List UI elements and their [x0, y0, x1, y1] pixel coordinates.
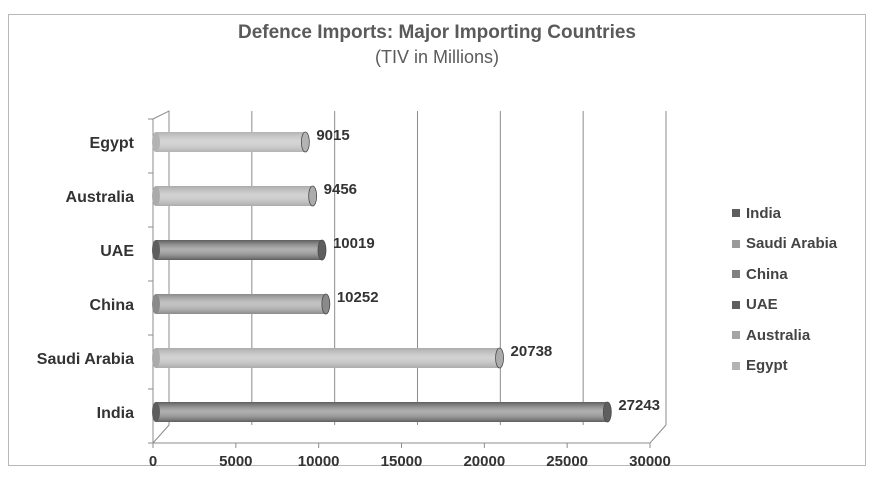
- legend-swatch: [732, 361, 740, 370]
- chart-legend: India Saudi Arabia China UAE Australia Egypt: [732, 198, 837, 381]
- bar-end-cap: [300, 131, 310, 153]
- bar-uae: [152, 239, 327, 261]
- legend-swatch: [732, 300, 740, 309]
- bar-egypt: [152, 131, 310, 153]
- bar-saudi-arabia: [152, 347, 504, 369]
- bar-end-cap: [317, 239, 327, 261]
- bar-end-cap: [602, 401, 612, 423]
- bar-end-cap: [321, 293, 331, 315]
- legend-item-saudi-arabia: Saudi Arabia: [732, 229, 837, 260]
- x-tick-label: 5000: [219, 453, 252, 470]
- x-tick-label: 20000: [463, 453, 505, 470]
- data-label-saudi-arabia: 20738: [511, 343, 553, 360]
- legend-label: UAE: [746, 296, 778, 314]
- category-label-uae: UAE: [100, 243, 134, 260]
- bar-end-cap: [308, 185, 318, 207]
- legend-item-egypt: Egypt: [732, 351, 837, 382]
- category-label-india: India: [97, 405, 134, 422]
- bar-start-cap: [152, 186, 160, 206]
- bar-shading: [156, 240, 322, 260]
- legend-swatch: [732, 239, 740, 248]
- axis-floor: [153, 424, 667, 444]
- legend-item-uae: UAE: [732, 290, 837, 321]
- legend-item-australia: Australia: [732, 320, 837, 351]
- axis-wall: [152, 110, 170, 445]
- x-tick-label: 15000: [381, 453, 423, 470]
- legend-label: China: [746, 265, 788, 283]
- x-tick-label: 25000: [546, 453, 588, 470]
- category-label-egypt: Egypt: [90, 135, 135, 152]
- legend-swatch: [732, 331, 740, 340]
- legend-item-china: China: [732, 259, 837, 290]
- category-label-saudi-arabia: Saudi Arabia: [37, 351, 134, 368]
- legend-swatch: [732, 270, 740, 279]
- data-label-egypt: 9015: [316, 127, 349, 144]
- x-tick-label: 10000: [298, 453, 340, 470]
- bar-australia: [152, 185, 318, 207]
- category-label-australia: Australia: [66, 189, 135, 206]
- data-label-uae: 10019: [333, 235, 375, 252]
- x-tick-label: 0: [149, 453, 157, 470]
- legend-label: Australia: [746, 326, 811, 344]
- bar-india: [152, 401, 612, 423]
- bar-start-cap: [152, 402, 160, 422]
- bar-start-cap: [152, 240, 160, 260]
- legend-swatch: [732, 209, 740, 218]
- chart-frame: [8, 14, 866, 466]
- x-tick-label: 30000: [629, 453, 671, 470]
- data-label-australia: 9456: [324, 181, 357, 198]
- chart-title: Defence Imports: Major Importing Countri…: [238, 22, 636, 43]
- bar-start-cap: [152, 132, 160, 152]
- legend-label: Saudi Arabia: [746, 235, 838, 253]
- bar-shading: [156, 348, 500, 368]
- bar-start-cap: [152, 348, 160, 368]
- bar-shading: [156, 294, 326, 314]
- bar-end-cap: [495, 347, 504, 369]
- legend-label: Egypt: [746, 357, 788, 375]
- bar-shading: [156, 186, 313, 206]
- category-label-china: China: [90, 297, 135, 314]
- bar-china: [152, 293, 331, 315]
- chart-subtitle: (TIV in Millions): [374, 47, 499, 67]
- legend-label: India: [746, 204, 782, 222]
- bar-shading: [156, 132, 306, 152]
- data-label-china: 10252: [337, 289, 379, 306]
- bar-start-cap: [152, 294, 160, 314]
- data-label-india: 27243: [618, 397, 660, 414]
- bar-shading: [156, 402, 608, 422]
- legend-item-india: India: [732, 198, 837, 229]
